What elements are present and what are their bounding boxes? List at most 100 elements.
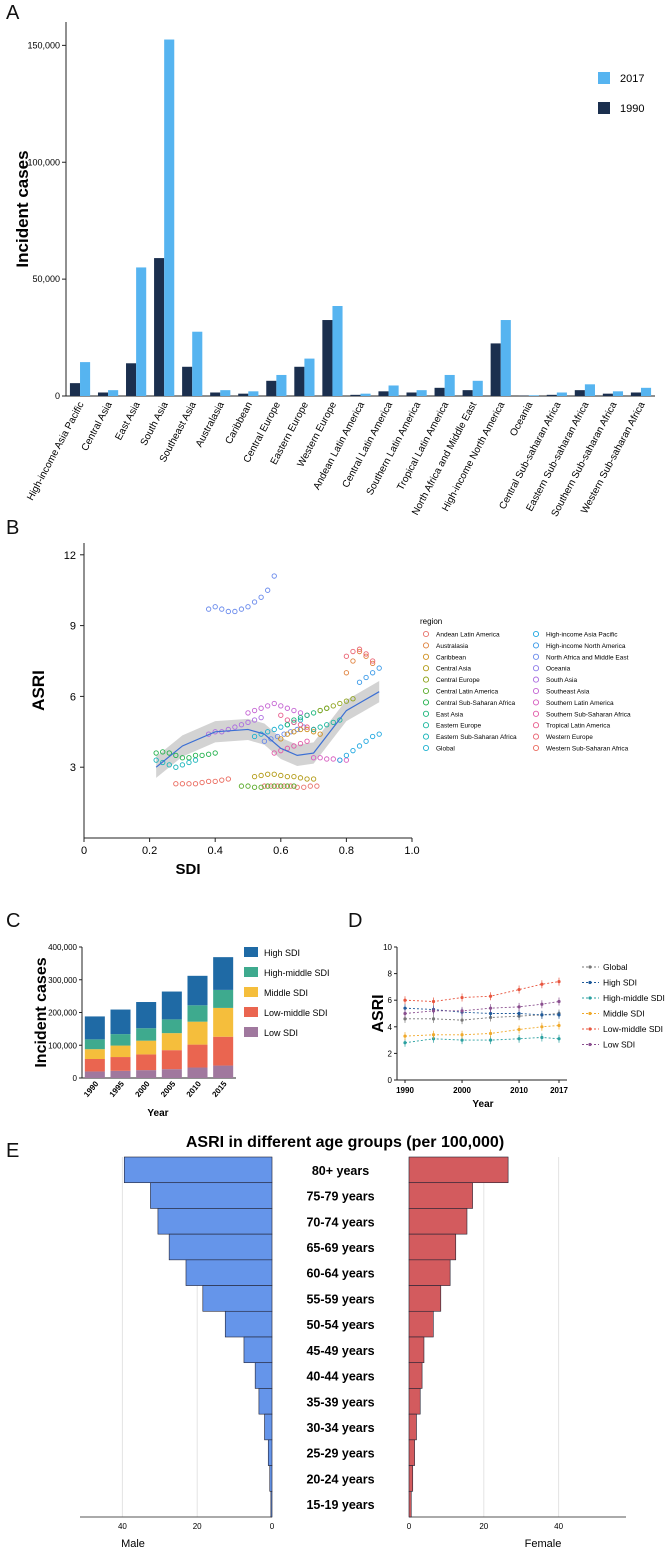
- b-point: [251, 733, 258, 740]
- b-point: [278, 703, 284, 709]
- b-point: [166, 750, 172, 756]
- e-age-label: 70-74 years: [306, 1215, 374, 1229]
- b-point: [343, 653, 350, 659]
- a-bar-2017: [108, 390, 119, 396]
- d-point: [460, 1038, 464, 1042]
- b-point: [186, 755, 192, 761]
- b-point: [343, 752, 350, 759]
- b-point: [356, 679, 363, 685]
- b-y-tick-label: 6: [70, 691, 76, 703]
- b-point: [212, 604, 218, 610]
- b-point: [310, 729, 317, 735]
- a-bar-1990: [97, 392, 109, 396]
- d-x-axis-label: Year: [472, 1099, 493, 1110]
- b-point: [179, 762, 186, 768]
- d-point: [488, 994, 493, 998]
- b-y-tick-label: 3: [70, 762, 76, 774]
- b-point: [245, 783, 251, 789]
- b-point: [294, 784, 300, 790]
- b-point: [274, 783, 281, 789]
- c-legend-label: Low-middle SDI: [264, 1008, 328, 1018]
- b-point: [219, 777, 225, 783]
- a-legend-label: 1990: [620, 103, 644, 115]
- b-point: [317, 731, 323, 737]
- b-legend-label: Central Asia: [436, 666, 471, 673]
- b-point: [232, 724, 238, 730]
- b-y-tick-label: 9: [70, 621, 76, 633]
- d-y-tick-label: 0: [388, 1076, 393, 1085]
- d-point: [517, 1027, 521, 1032]
- b-legend-label: Australasia: [436, 643, 469, 650]
- a-bar-2017: [276, 374, 287, 396]
- d-series-line: [404, 1025, 560, 1037]
- b-point: [225, 776, 231, 782]
- e-x-tick-label: 0: [270, 1522, 275, 1531]
- panel-label-d: D: [348, 910, 363, 932]
- b-point: [301, 784, 307, 790]
- a-x-tick-label: Australasia: [194, 400, 227, 449]
- b-legend-label: Southeast Asia: [546, 689, 590, 696]
- d-point: [540, 1025, 544, 1029]
- c-bar-segment: [187, 1044, 208, 1068]
- e-bar-female: [408, 1208, 468, 1235]
- e-age-label: 40-44 years: [306, 1370, 374, 1384]
- e-x-label-female: Female: [525, 1538, 562, 1550]
- e-title: ASRI in different age groups (per 100,00…: [186, 1134, 504, 1151]
- c-legend-swatch: [244, 967, 258, 977]
- e-x-tick-label: 0: [407, 1522, 412, 1531]
- a-y-tick-label: 0: [55, 391, 60, 401]
- a-bar-1990: [238, 393, 249, 396]
- d-series-line: [404, 981, 560, 1002]
- d-point: [488, 1006, 493, 1010]
- d-legend-label: High-middle SDI: [603, 993, 665, 1003]
- c-y-axis-label: Incident cases: [33, 957, 50, 1067]
- a-x-tick-label: Oceania: [508, 400, 535, 438]
- d-point: [540, 1013, 544, 1017]
- d-x-tick-label: 1990: [396, 1086, 414, 1095]
- b-point: [258, 594, 264, 600]
- e-bar-male: [224, 1310, 273, 1338]
- e-bar-female: [408, 1336, 425, 1364]
- e-bar-male: [243, 1336, 273, 1364]
- d-y-tick-label: 6: [388, 996, 393, 1005]
- d-point: [540, 1002, 544, 1006]
- b-point: [363, 651, 369, 657]
- b-point: [350, 648, 356, 655]
- d-point: [557, 979, 561, 984]
- b-point: [261, 738, 268, 744]
- b-legend-marker: [422, 733, 430, 740]
- d-point: [488, 1031, 493, 1036]
- b-point: [297, 722, 304, 728]
- e-bar-female: [408, 1490, 412, 1518]
- b-point: [337, 700, 343, 707]
- d-point: [488, 1038, 493, 1042]
- d-legend-marker: [588, 1042, 592, 1047]
- b-point: [258, 784, 264, 790]
- e-bar-male: [267, 1439, 273, 1466]
- b-point: [278, 772, 284, 779]
- c-bar-segment: [110, 1057, 131, 1071]
- a-y-tick-label: 50,000: [32, 274, 60, 284]
- a-y-tick-label: 100,000: [27, 157, 60, 167]
- b-point: [363, 738, 369, 744]
- b-legend-marker: [532, 630, 540, 638]
- b-legend-marker: [422, 665, 430, 672]
- e-bar-female: [408, 1465, 414, 1492]
- c-bar-segment: [187, 1021, 208, 1045]
- b-point: [291, 743, 297, 749]
- d-point: [403, 1041, 407, 1045]
- panel-label-c: C: [6, 910, 21, 932]
- b-point: [291, 707, 297, 714]
- b-point: [173, 764, 179, 770]
- b-point: [271, 726, 277, 733]
- b-point: [268, 736, 274, 742]
- b-legend-marker: [532, 699, 540, 706]
- e-bar-female: [408, 1285, 442, 1312]
- c-y-tick-label: 100,000: [48, 1041, 77, 1050]
- a-bar-1990: [434, 387, 445, 396]
- a-x-tick-label: Andean Latin America: [312, 400, 368, 492]
- b-point: [153, 750, 159, 756]
- c-bar-segment: [136, 1002, 157, 1029]
- b-point: [343, 670, 350, 676]
- c-legend-label: High SDI: [264, 948, 300, 958]
